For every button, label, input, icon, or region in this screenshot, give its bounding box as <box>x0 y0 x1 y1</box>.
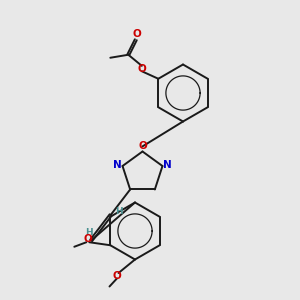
Text: N: N <box>113 160 122 170</box>
Text: N: N <box>164 160 172 170</box>
Text: O: O <box>83 234 92 244</box>
Text: O: O <box>112 271 122 281</box>
Text: H: H <box>115 207 123 216</box>
Text: O: O <box>138 141 147 152</box>
Text: H: H <box>85 229 93 238</box>
Text: O: O <box>132 29 141 39</box>
Text: O: O <box>137 64 146 74</box>
